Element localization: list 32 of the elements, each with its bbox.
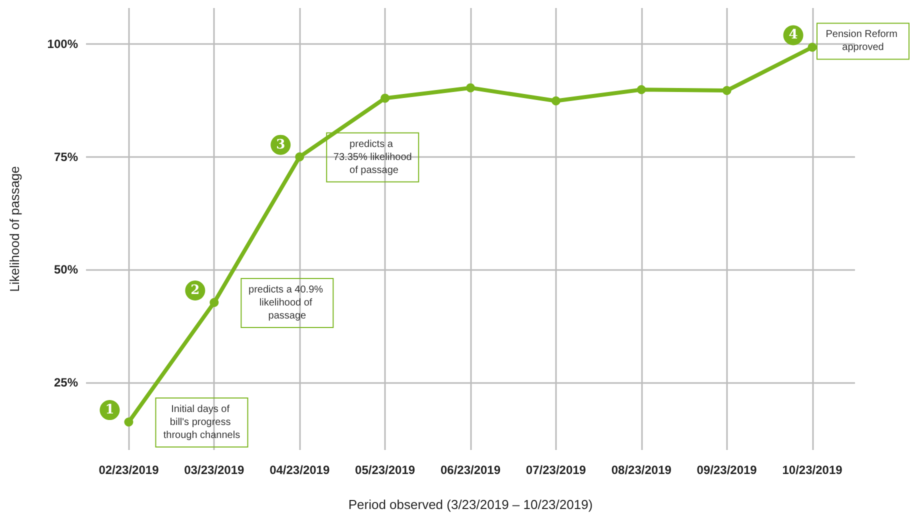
point — [466, 83, 475, 92]
point — [551, 96, 560, 106]
y-axis-title: Likelihood of passage — [7, 166, 22, 292]
point — [722, 86, 732, 96]
annotation: predicts a 40.9% likelihood of passage — [248, 284, 326, 322]
point — [808, 42, 817, 52]
x-tick-label: 05/23/2019 — [355, 463, 416, 477]
point — [636, 85, 646, 94]
annotation: 1 — [105, 402, 114, 418]
y-tick-label: 100% — [47, 37, 78, 52]
point — [295, 152, 304, 162]
x-tick-label: 04/23/2019 — [270, 463, 330, 477]
x-axis-title: Period observed (3/23/2019 – 10/23/2019) — [348, 497, 593, 512]
y-tick-label: 25% — [54, 375, 78, 390]
x-tick-label: 06/23/2019 — [440, 463, 501, 477]
annotation: 2 — [190, 283, 200, 298]
x-tick-label: 03/23/2019 — [184, 463, 245, 477]
annotation: Initial days of bill's progress through channels — [163, 404, 240, 442]
y-tick-label: 50% — [54, 262, 78, 277]
annotation: 4 — [788, 28, 798, 43]
point — [210, 298, 219, 308]
x-tick-label: 08/23/2019 — [611, 463, 672, 477]
annotation: Pension Reform approved — [826, 29, 900, 54]
x-tick-label: 09/23/2019 — [696, 463, 758, 477]
x-tick-label: 10/23/2019 — [782, 463, 843, 477]
point — [124, 418, 134, 427]
y-tick-label: 75% — [54, 150, 78, 164]
point — [380, 94, 390, 103]
x-tick-label: 02/23/2019 — [98, 463, 160, 477]
annotation: 3 — [276, 137, 286, 152]
annotation: predicts a 73.35% likelihood of passage — [333, 138, 412, 176]
x-tick-label: 07/23/2019 — [526, 463, 586, 477]
